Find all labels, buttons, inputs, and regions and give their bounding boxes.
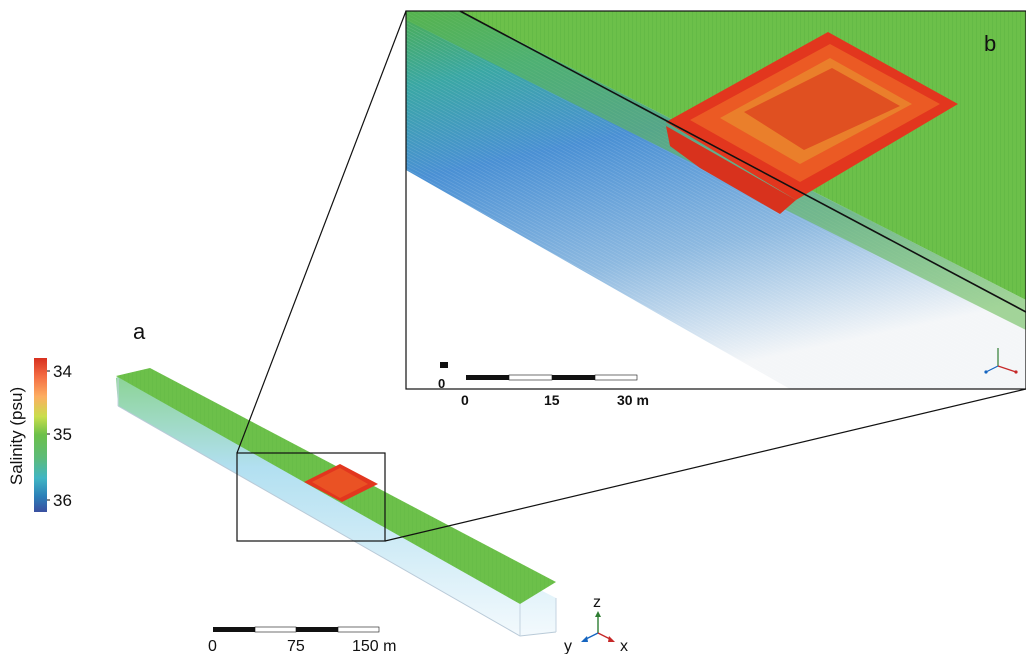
zoom-connector-top xyxy=(236,10,407,454)
colorbar-tick-36: 36 xyxy=(53,491,72,510)
axis-label-z: z xyxy=(593,594,601,611)
scale-b-tick-15: 15 xyxy=(544,392,560,408)
axes-triad-a xyxy=(581,611,615,642)
panel-label-b: b xyxy=(984,31,996,56)
zoom-region-box xyxy=(236,452,386,542)
colorbar-label: Salinity (psu) xyxy=(7,387,26,485)
channel-3d-model-a xyxy=(116,368,557,637)
colorbar-gradient xyxy=(34,358,47,512)
axis-label-y: y xyxy=(564,638,572,654)
zoom-panel-frame xyxy=(405,10,1026,390)
axis-label-x: x xyxy=(620,638,628,654)
zoom-panel-b xyxy=(406,11,1026,389)
zoom-connector-bottom xyxy=(384,388,1026,542)
scale-b-origin-label: 0 xyxy=(438,376,445,391)
scale-a-tick-75: 75 xyxy=(287,638,305,654)
scale-a-tick-150: 150 m xyxy=(352,638,396,654)
scale-bar-a xyxy=(213,626,380,633)
colorbar-tick-35: 35 xyxy=(53,425,72,444)
panel-label-a: a xyxy=(133,319,146,344)
scale-bar-b xyxy=(440,362,638,381)
scale-b-tick-0: 0 xyxy=(461,392,469,408)
scale-b-tick-30: 30 m xyxy=(617,392,649,408)
colorbar-tick-34: 34 xyxy=(53,362,72,381)
axes-triad-b xyxy=(984,348,1018,374)
salinity-patch-b xyxy=(666,32,958,214)
scale-a-tick-0: 0 xyxy=(208,638,217,654)
